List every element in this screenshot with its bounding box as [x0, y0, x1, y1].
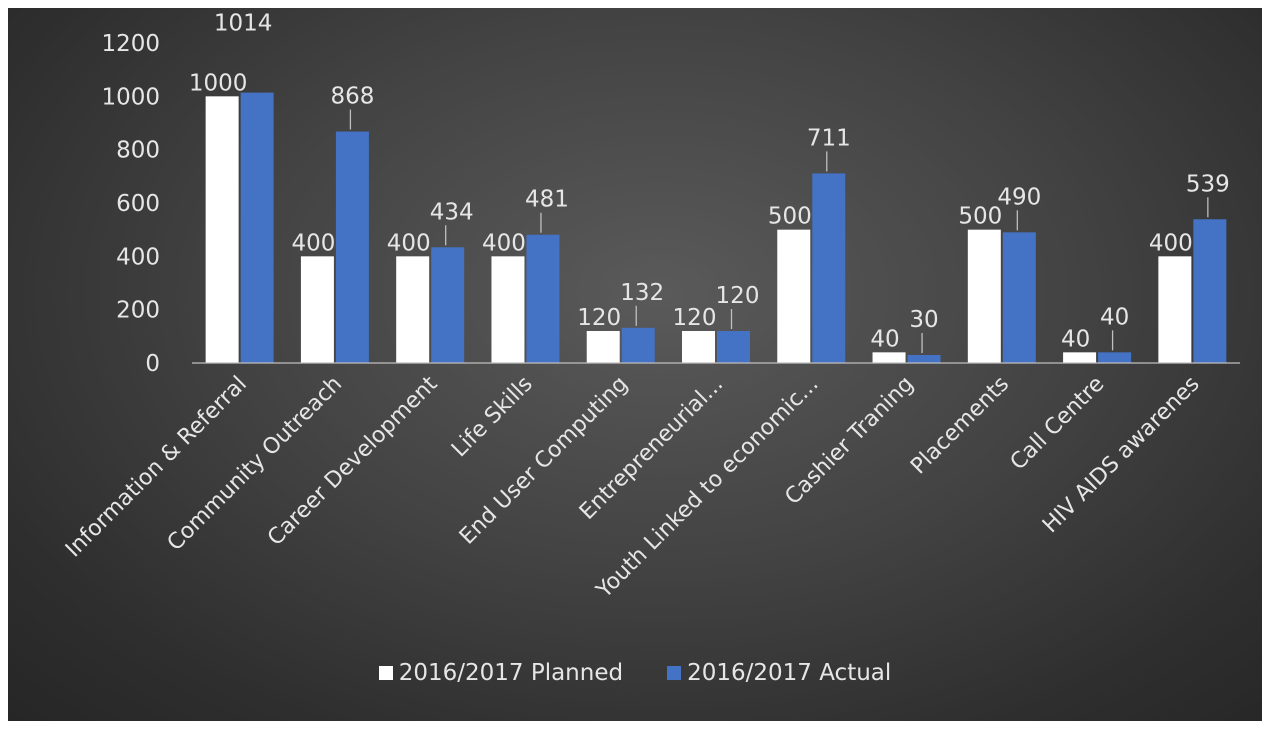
bar-actual	[431, 247, 465, 363]
x-tick-label: Life Skills	[447, 372, 538, 463]
bar-actual	[1098, 352, 1132, 363]
x-tick-label: Placements	[906, 372, 1014, 480]
y-tick-label: 800	[116, 138, 160, 164]
data-label-planned: 500	[958, 204, 1002, 230]
x-tick-label: Career Development	[263, 371, 443, 551]
bar-planned	[491, 256, 525, 363]
bar-planned	[872, 352, 906, 363]
bar-planned	[777, 229, 811, 363]
bar-actual	[335, 131, 369, 363]
bar-planned	[300, 256, 334, 363]
data-label-actual: 40	[1100, 304, 1129, 330]
data-label-actual: 490	[997, 184, 1041, 210]
data-label-planned: 400	[387, 230, 431, 256]
bars	[205, 92, 1227, 363]
data-label-actual: 132	[620, 280, 664, 306]
data-label-actual: 481	[525, 187, 569, 213]
bar-planned	[396, 256, 430, 363]
bar-actual	[621, 327, 655, 363]
bar-actual	[1193, 219, 1227, 363]
bar-actual	[240, 92, 274, 363]
data-label-actual: 868	[330, 84, 374, 110]
data-labels: 1000101440086840043440048112013212012050…	[189, 11, 1230, 353]
data-label-planned: 120	[673, 305, 717, 331]
data-label-planned: 400	[1149, 230, 1193, 256]
y-tick-label: 1200	[101, 31, 160, 57]
bar-actual	[907, 355, 941, 363]
data-label-actual: 1014	[214, 11, 273, 37]
label-leader-lines	[349, 109, 1209, 353]
y-tick-label: 200	[116, 298, 160, 324]
x-tick-label: HIV AIDS awarenes	[1038, 372, 1205, 539]
legend-swatch-planned	[378, 666, 393, 680]
data-label-planned: 120	[577, 305, 621, 331]
data-label-planned: 40	[1061, 326, 1090, 352]
y-tick-label: 600	[116, 191, 160, 217]
data-label-actual: 120	[716, 283, 760, 309]
legend-swatch-actual	[667, 666, 682, 680]
data-label-planned: 1000	[189, 70, 248, 96]
y-tick-label: 400	[116, 244, 160, 270]
x-tick-label: Call Centre	[1006, 372, 1110, 476]
bar-planned	[1063, 352, 1097, 363]
data-label-actual: 539	[1186, 171, 1230, 197]
legend-label-actual: 2016/2017 Actual	[687, 660, 892, 686]
bar-planned	[205, 96, 239, 363]
bar-planned	[682, 331, 715, 363]
bar-planned	[967, 229, 1001, 363]
bar-planned	[1158, 256, 1192, 363]
legend-label-planned: 2016/2017 Planned	[398, 660, 624, 686]
data-label-actual: 30	[909, 307, 938, 333]
data-label-planned: 40	[870, 326, 899, 352]
bar-actual	[812, 173, 846, 363]
legend-item-planned: 2016/2017 Planned	[378, 660, 624, 686]
data-label-actual: 711	[807, 125, 851, 151]
data-label-planned: 400	[482, 230, 526, 256]
x-tick-label: Community Outreach	[163, 372, 347, 556]
x-tick-label: End User Computing	[455, 372, 633, 550]
x-tick-label: Information & Referral	[61, 372, 252, 563]
bar-actual	[1002, 232, 1036, 363]
data-label-planned: 500	[768, 204, 812, 230]
bar-actual	[717, 331, 750, 363]
y-tick-label: 1000	[101, 84, 160, 110]
data-label-actual: 434	[430, 199, 474, 225]
y-tick-label: 0	[145, 351, 160, 377]
bar-chart: 0 200 400 600 800 1000 1200 1000 1014 400 868 400 4…	[61, 11, 1240, 604]
chart-area: 0 200 400 600 800 1000 1200 1000 1014 400 868 400 4…	[8, 8, 1262, 721]
legend: 2016/2017 Planned 2016/2017 Actual	[8, 660, 1262, 686]
y-axis: 0 200 400 600 800 1000 1200	[101, 31, 160, 377]
bar-actual	[526, 234, 560, 363]
legend-item-actual: 2016/2017 Actual	[667, 660, 891, 686]
data-label-planned: 400	[291, 230, 335, 256]
bar-planned	[586, 331, 620, 363]
